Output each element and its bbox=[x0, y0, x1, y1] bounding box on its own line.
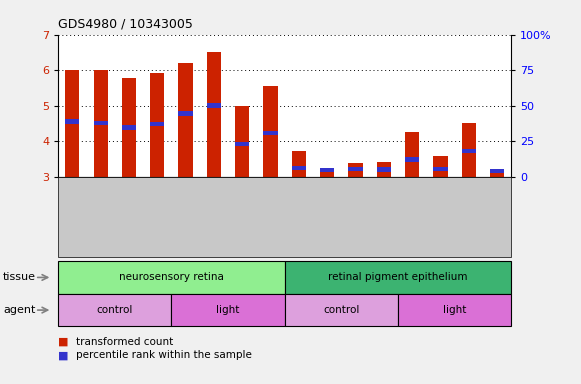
Bar bbox=[320, 169, 334, 177]
Bar bbox=[122, 126, 136, 130]
Bar bbox=[285, 294, 398, 326]
Text: agent: agent bbox=[3, 305, 35, 315]
Bar bbox=[433, 156, 447, 177]
Bar bbox=[462, 122, 476, 177]
Bar bbox=[207, 103, 221, 108]
Bar bbox=[405, 157, 419, 162]
Bar bbox=[150, 122, 164, 126]
Bar bbox=[65, 119, 80, 124]
Text: transformed count: transformed count bbox=[76, 337, 173, 347]
Bar bbox=[320, 168, 334, 172]
Bar bbox=[490, 169, 504, 174]
Text: ■: ■ bbox=[58, 337, 69, 347]
Bar bbox=[94, 121, 107, 125]
Bar bbox=[349, 167, 363, 171]
Bar bbox=[376, 162, 391, 177]
Bar bbox=[58, 294, 171, 326]
Bar bbox=[376, 167, 391, 172]
Bar bbox=[235, 142, 249, 146]
Bar bbox=[405, 132, 419, 177]
Bar bbox=[235, 106, 249, 177]
Text: ■: ■ bbox=[58, 350, 69, 360]
Bar bbox=[292, 166, 306, 170]
Bar bbox=[178, 63, 193, 177]
Bar bbox=[178, 111, 193, 116]
Text: neurosensory retina: neurosensory retina bbox=[119, 272, 224, 283]
Text: retinal pigment epithelium: retinal pigment epithelium bbox=[328, 272, 468, 283]
Text: percentile rank within the sample: percentile rank within the sample bbox=[76, 350, 252, 360]
Text: GDS4980 / 10343005: GDS4980 / 10343005 bbox=[58, 17, 193, 30]
Bar bbox=[150, 73, 164, 177]
Bar bbox=[462, 149, 476, 153]
Text: tissue: tissue bbox=[3, 272, 36, 283]
Bar bbox=[490, 170, 504, 177]
Text: control: control bbox=[323, 305, 360, 315]
Bar bbox=[263, 131, 278, 136]
Text: light: light bbox=[216, 305, 240, 315]
Text: light: light bbox=[443, 305, 467, 315]
Bar bbox=[58, 261, 285, 294]
Bar bbox=[94, 70, 107, 177]
Bar bbox=[263, 86, 278, 177]
Bar bbox=[65, 70, 80, 177]
Bar bbox=[292, 151, 306, 177]
Bar bbox=[122, 78, 136, 177]
Text: control: control bbox=[96, 305, 133, 315]
Bar bbox=[433, 167, 447, 171]
Bar bbox=[171, 294, 285, 326]
Bar bbox=[207, 51, 221, 177]
Bar bbox=[349, 163, 363, 177]
Bar bbox=[398, 294, 511, 326]
Bar bbox=[285, 261, 511, 294]
